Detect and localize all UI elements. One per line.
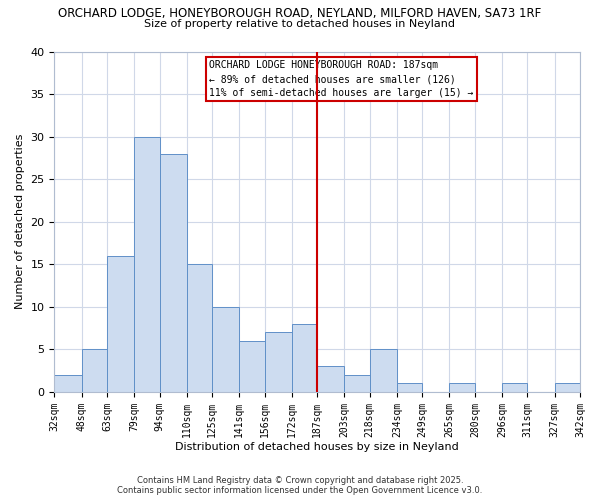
Bar bbox=[292, 324, 317, 392]
Bar bbox=[554, 384, 580, 392]
Bar bbox=[187, 264, 212, 392]
Bar bbox=[449, 384, 475, 392]
Bar bbox=[134, 136, 160, 392]
Text: ORCHARD LODGE, HONEYBOROUGH ROAD, NEYLAND, MILFORD HAVEN, SA73 1RF: ORCHARD LODGE, HONEYBOROUGH ROAD, NEYLAN… bbox=[58, 8, 542, 20]
Bar bbox=[55, 375, 82, 392]
Bar bbox=[317, 366, 344, 392]
Bar bbox=[265, 332, 292, 392]
Y-axis label: Number of detached properties: Number of detached properties bbox=[15, 134, 25, 310]
Bar bbox=[82, 350, 107, 392]
X-axis label: Distribution of detached houses by size in Neyland: Distribution of detached houses by size … bbox=[175, 442, 459, 452]
Bar bbox=[212, 307, 239, 392]
Bar bbox=[502, 384, 527, 392]
Bar bbox=[370, 350, 397, 392]
Text: Size of property relative to detached houses in Neyland: Size of property relative to detached ho… bbox=[145, 19, 455, 29]
Bar bbox=[160, 154, 187, 392]
Bar bbox=[107, 256, 134, 392]
Bar bbox=[239, 341, 265, 392]
Bar bbox=[397, 384, 422, 392]
Text: Contains HM Land Registry data © Crown copyright and database right 2025.
Contai: Contains HM Land Registry data © Crown c… bbox=[118, 476, 482, 495]
Text: ORCHARD LODGE HONEYBOROUGH ROAD: 187sqm
← 89% of detached houses are smaller (12: ORCHARD LODGE HONEYBOROUGH ROAD: 187sqm … bbox=[209, 60, 474, 98]
Bar bbox=[344, 375, 370, 392]
